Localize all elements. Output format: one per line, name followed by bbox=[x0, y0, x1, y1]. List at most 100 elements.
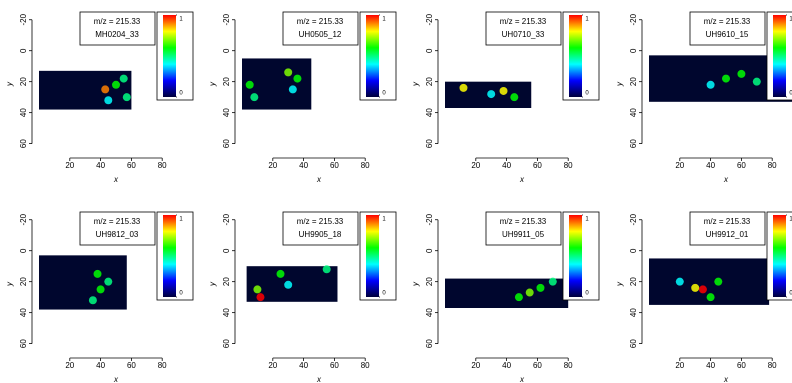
label-box bbox=[689, 211, 766, 246]
y-tick-label: 0 bbox=[425, 48, 434, 53]
panel: 20 40 60 80 x -20 0 20 40 60 y m/z = 215.33 UH9610_1… bbox=[615, 11, 792, 184]
hotspot bbox=[88, 296, 97, 305]
y-tick-label: 40 bbox=[19, 108, 28, 117]
hotspot bbox=[487, 90, 496, 99]
hotspot bbox=[96, 285, 105, 294]
sample-label: UH0505_12 bbox=[299, 30, 342, 39]
x-tick-label: 20 bbox=[471, 161, 480, 170]
y-tick-label: 60 bbox=[629, 339, 638, 348]
hotspot bbox=[104, 277, 113, 286]
y-axis-label: y bbox=[5, 281, 14, 287]
x-tick-label: 20 bbox=[268, 161, 277, 170]
colorbar-tick-label: 1 bbox=[179, 17, 183, 23]
x-axis-label: x bbox=[113, 375, 119, 383]
colorbar-tick-label: 1 bbox=[382, 17, 386, 23]
y-axis-label: y bbox=[411, 81, 420, 87]
panel: 20 40 60 80 x -20 0 20 40 60 y m/z = 215.33 UH9905_1… bbox=[208, 211, 397, 383]
image-region bbox=[39, 70, 132, 110]
x-tick-label: 20 bbox=[65, 361, 74, 370]
hotspot bbox=[288, 85, 297, 94]
colorbar-tick-label: 1 bbox=[585, 17, 589, 23]
y-axis-label: y bbox=[5, 81, 14, 87]
hotspot bbox=[706, 80, 715, 89]
x-tick-label: 40 bbox=[502, 361, 511, 370]
x-tick-label: 80 bbox=[768, 161, 777, 170]
y-tick-label: 60 bbox=[425, 339, 434, 348]
colorbar-tick-label: 0 bbox=[179, 91, 183, 97]
x-tick-label: 80 bbox=[158, 361, 167, 370]
hotspot bbox=[93, 269, 102, 278]
label-box bbox=[485, 11, 562, 46]
hotspot bbox=[256, 293, 265, 302]
hotspot bbox=[510, 93, 519, 102]
hotspot bbox=[276, 269, 285, 278]
colorbar-tick-label: 0 bbox=[585, 291, 589, 297]
hotspot bbox=[101, 85, 110, 94]
colorbar-tick-label: 0 bbox=[789, 291, 792, 297]
hotspot bbox=[119, 74, 128, 83]
y-tick-label: 20 bbox=[222, 77, 231, 86]
panel: 20 40 60 80 x -20 0 20 40 60 y m/z = 215.33 UH9812_0… bbox=[5, 211, 194, 383]
y-tick-label: 60 bbox=[222, 339, 231, 348]
colorbar bbox=[163, 15, 176, 97]
x-tick-label: 80 bbox=[361, 161, 370, 170]
y-axis-label: y bbox=[208, 281, 217, 287]
x-tick-label: 60 bbox=[330, 361, 339, 370]
hotspot bbox=[514, 293, 523, 302]
hotspot bbox=[525, 288, 534, 297]
y-tick-label: 20 bbox=[19, 277, 28, 286]
y-tick-label: 60 bbox=[629, 139, 638, 148]
x-tick-label: 20 bbox=[268, 361, 277, 370]
hotspot bbox=[122, 93, 131, 102]
mz-label: m/z = 215.33 bbox=[704, 17, 751, 26]
colorbar-tick-label: 0 bbox=[179, 291, 183, 297]
hotspot bbox=[698, 285, 707, 294]
y-tick-label: 0 bbox=[222, 48, 231, 53]
x-tick-label: 40 bbox=[96, 161, 105, 170]
y-axis-label: y bbox=[615, 281, 624, 287]
colorbar-tick-label: 0 bbox=[789, 91, 792, 97]
label-box bbox=[485, 211, 562, 246]
x-axis-label: x bbox=[316, 175, 322, 184]
hotspot bbox=[284, 68, 293, 77]
hotspot bbox=[536, 283, 545, 292]
x-tick-label: 80 bbox=[768, 361, 777, 370]
y-tick-label: 40 bbox=[629, 308, 638, 317]
hotspot bbox=[722, 74, 730, 83]
mz-label: m/z = 215.33 bbox=[94, 217, 141, 226]
mz-label: m/z = 215.33 bbox=[704, 217, 751, 226]
x-tick-label: 20 bbox=[675, 161, 684, 170]
x-tick-label: 80 bbox=[564, 161, 573, 170]
y-tick-label: 40 bbox=[19, 308, 28, 317]
label-box bbox=[282, 11, 359, 46]
image-region bbox=[39, 255, 127, 310]
x-axis-label: x bbox=[723, 175, 729, 184]
x-tick-label: 20 bbox=[675, 361, 684, 370]
label-box bbox=[282, 211, 359, 246]
colorbar-tick-label: 0 bbox=[585, 91, 589, 97]
label-box bbox=[689, 11, 766, 46]
colorbar bbox=[366, 15, 379, 97]
hotspot bbox=[112, 80, 120, 89]
x-tick-label: 40 bbox=[96, 361, 105, 370]
colorbar-tick-label: 1 bbox=[585, 217, 589, 223]
y-tick-label: 20 bbox=[629, 77, 638, 86]
mz-label: m/z = 215.33 bbox=[94, 17, 141, 26]
x-axis-label: x bbox=[316, 375, 322, 383]
hotspot bbox=[104, 96, 113, 105]
colorbar bbox=[569, 15, 582, 97]
hotspot bbox=[253, 285, 262, 294]
mz-label: m/z = 215.33 bbox=[500, 217, 547, 226]
colorbar bbox=[569, 215, 582, 297]
y-tick-label: 20 bbox=[425, 77, 434, 86]
panel: 20 40 60 80 x -20 0 20 40 60 y m/z = 215.33 UH9912_0… bbox=[615, 211, 792, 383]
hotspot bbox=[675, 277, 684, 286]
x-tick-label: 60 bbox=[737, 161, 746, 170]
hotspot bbox=[284, 280, 293, 289]
y-tick-label: 0 bbox=[19, 48, 28, 53]
y-tick-label: 40 bbox=[222, 108, 231, 117]
x-tick-label: 40 bbox=[502, 161, 511, 170]
x-tick-label: 60 bbox=[127, 161, 136, 170]
x-axis-label: x bbox=[519, 375, 525, 383]
